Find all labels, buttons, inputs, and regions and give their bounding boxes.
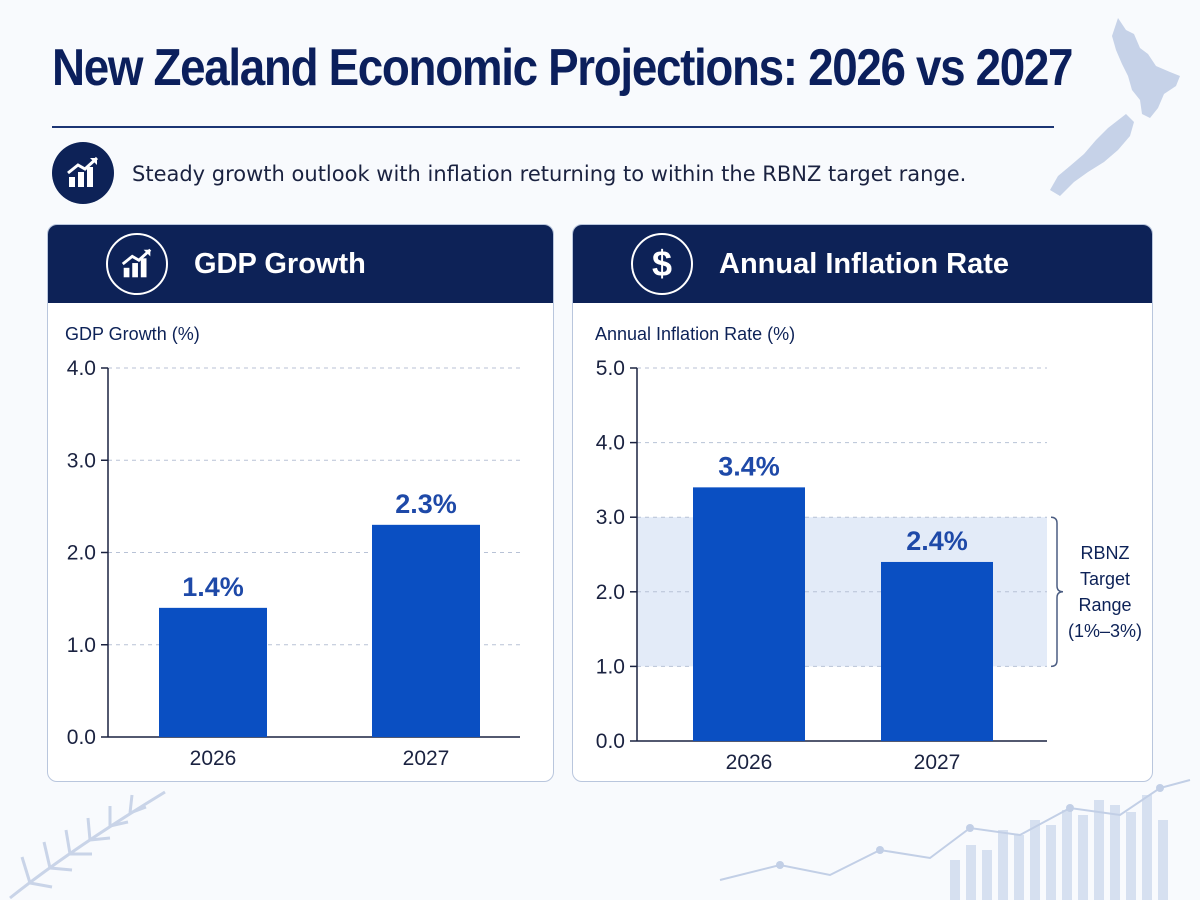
- inflation-panel: $ Annual Inflation Rate 0.0 1.0 2.0 3.0 4.0 5…: [572, 224, 1153, 782]
- inflation-panel-header: $ Annual Inflation Rate: [573, 225, 1152, 303]
- inflation-chart: 0.0 1.0 2.0 3.0 4.0 5.0 Annual Inflation Rate …: [595, 324, 1142, 774]
- subtitle: Steady growth outlook with inflation ret…: [132, 162, 967, 186]
- bar-value-label: 2.3%: [395, 489, 457, 519]
- x-category-label: 2026: [726, 751, 773, 774]
- fern-icon: [9, 790, 166, 900]
- page-title: New Zealand Economic Projections: 2026 v…: [52, 39, 1074, 97]
- bar-value-label: 2.4%: [906, 526, 968, 556]
- gdp-growth-chart: 0.0 1.0 2.0 3.0 4.0 GDP Growth (%) 1.4% 2026 2.3…: [65, 324, 520, 770]
- x-category-label: 2027: [914, 751, 961, 774]
- target-range-label: Range: [1078, 595, 1131, 615]
- x-category-label: 2026: [190, 747, 237, 770]
- bar: [693, 487, 805, 741]
- title-divider: [52, 126, 1054, 128]
- y-tick-label: 1.0: [67, 634, 96, 657]
- x-category-label: 2027: [403, 747, 450, 770]
- y-tick-label: 5.0: [596, 357, 625, 380]
- target-range-label: (1%–3%): [1068, 621, 1142, 641]
- target-range-bracket: [1050, 516, 1064, 668]
- y-tick-label: 4.0: [596, 432, 625, 455]
- gdp-panel-header: GDP Growth: [48, 225, 553, 303]
- y-tick-label: 0.0: [67, 726, 96, 749]
- background-trend-decoration: [719, 779, 1191, 900]
- y-tick-label: 3.0: [67, 449, 96, 472]
- bar: [372, 524, 480, 737]
- y-tick-label: 2.0: [596, 581, 625, 604]
- growth-chart-icon: [106, 233, 168, 295]
- y-tick-label: 0.0: [596, 730, 625, 753]
- dollar-icon: $: [631, 233, 693, 295]
- target-range-label: RBNZ: [1081, 543, 1130, 563]
- dollar-glyph: $: [651, 243, 673, 284]
- target-range-label: Target: [1080, 569, 1130, 589]
- gdp-growth-panel: GDP Growth 0.0 1.0 2.0 3.0 4.0 GDP Growth (%)…: [47, 224, 554, 782]
- y-tick-label: 2.0: [67, 542, 96, 565]
- bar-value-label: 1.4%: [182, 572, 244, 602]
- inflation-panel-title: Annual Inflation Rate: [719, 247, 1009, 280]
- bar-value-label: 3.4%: [718, 451, 780, 481]
- y-tick-label: 1.0: [596, 655, 625, 678]
- new-zealand-map-icon: [1050, 18, 1180, 196]
- gdp-panel-title: GDP Growth: [194, 247, 366, 280]
- bar: [159, 607, 267, 737]
- y-axis-title: GDP Growth (%): [65, 324, 200, 344]
- y-tick-label: 3.0: [596, 506, 625, 529]
- bar: [881, 561, 993, 741]
- growth-chart-icon: [52, 142, 114, 204]
- y-tick-label: 4.0: [67, 357, 96, 380]
- y-axis-title: Annual Inflation Rate (%): [595, 324, 795, 344]
